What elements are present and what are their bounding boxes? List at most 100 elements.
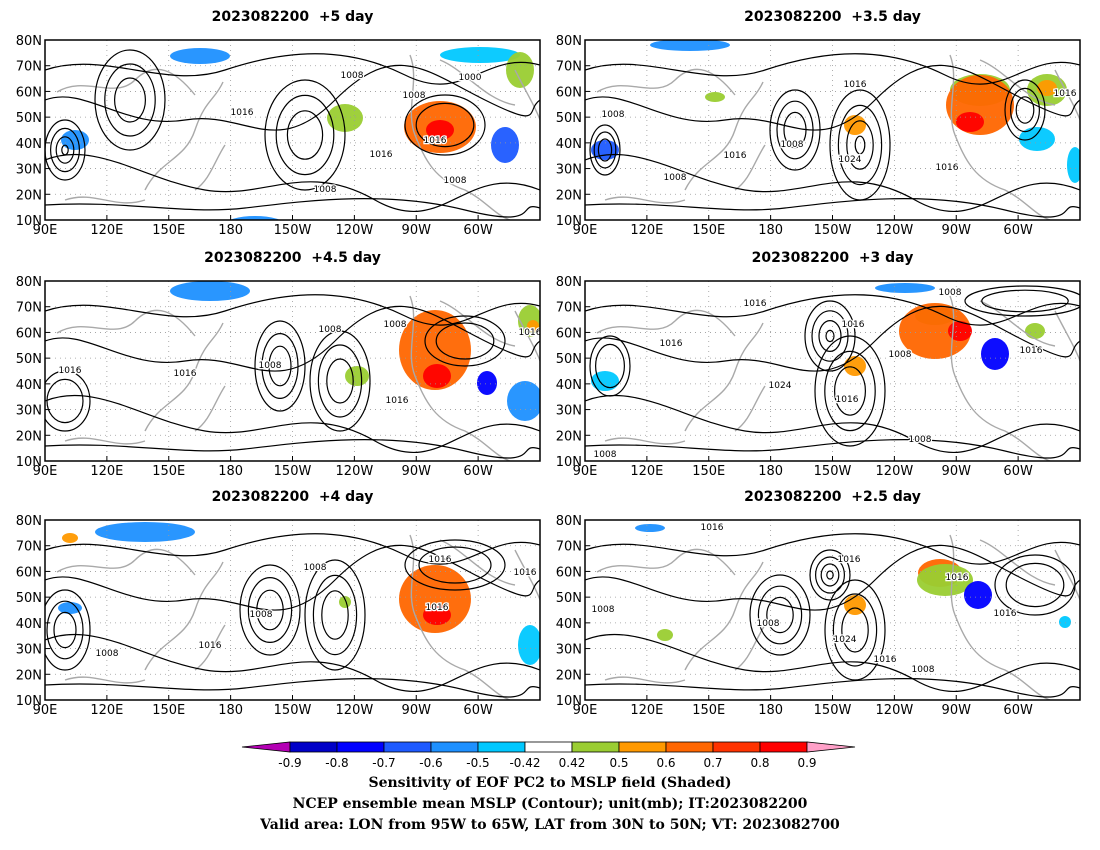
mslp-contour <box>45 533 540 565</box>
colorbar-swatch <box>712 741 761 753</box>
contour-label: 1008 <box>259 361 282 371</box>
sensitivity-shade <box>875 283 935 293</box>
lat-tick-label: 40N <box>556 378 582 393</box>
lat-tick-label: 10N <box>16 694 42 709</box>
mslp-contour <box>45 153 540 212</box>
contour-label: 1016 <box>1054 89 1077 99</box>
lat-tick-label: 70N <box>556 60 582 75</box>
mslp-contour <box>585 294 1080 326</box>
lon-tick-label: 90E <box>573 464 598 479</box>
mslp-contour <box>597 138 613 162</box>
lat-tick-label: 30N <box>16 404 42 419</box>
mslp-contour <box>45 198 540 218</box>
lon-tick-label: 90W <box>402 703 432 718</box>
lat-tick-label: 10N <box>16 455 42 470</box>
lat-tick-label: 60N <box>556 326 582 341</box>
contour-label: 1016 <box>994 609 1017 619</box>
lat-tick-label: 50N <box>16 352 42 367</box>
mslp-contour <box>815 556 846 594</box>
mslp-contour <box>585 153 1080 212</box>
contour-label: 1024 <box>839 155 862 165</box>
mslp-contour <box>834 366 867 416</box>
contour-label: 1008 <box>444 176 467 186</box>
contour-label: 1008 <box>314 185 337 195</box>
lon-tick-label: 180 <box>218 223 243 238</box>
contour-label: 1016 <box>946 573 969 583</box>
lon-tick-label: 120W <box>876 223 914 238</box>
mslp-contour <box>113 77 146 123</box>
colorbar-label: 0.42 <box>559 756 586 770</box>
lat-tick-label: 70N <box>16 301 42 316</box>
mslp-contour <box>55 136 75 164</box>
mslp-contour <box>45 394 540 453</box>
lat-tick-label: 20N <box>16 188 42 203</box>
lon-tick-label: 60W <box>1003 464 1033 479</box>
sensitivity-shade <box>1059 616 1071 628</box>
mslp-contour <box>50 127 80 173</box>
mslp-contour <box>45 64 540 131</box>
contour-label: 1008 <box>594 450 617 460</box>
mslp-contour <box>1010 87 1041 133</box>
lat-tick-label: 30N <box>556 404 582 419</box>
map-panels: 1008 1000 1016 1008 1016 1008 1016 1008 10N 20N 30… <box>16 9 1081 718</box>
lon-tick-label: 120E <box>630 703 663 718</box>
contour-label: 1016 <box>370 150 393 160</box>
mslp-contour <box>94 49 166 151</box>
contour-label: 1016 <box>429 555 452 565</box>
mslp-contour <box>994 554 1076 616</box>
contour-label: 1016 <box>59 366 82 376</box>
contour-label: 1008 <box>781 140 804 150</box>
sensitivity-shade <box>981 338 1009 370</box>
mslp-contour <box>1015 96 1035 124</box>
mslp-contour <box>254 320 306 412</box>
colorbar-label: -0.6 <box>419 756 442 770</box>
contour-label: 1008 <box>664 173 687 183</box>
colorbar-low-arrow <box>241 741 291 753</box>
lon-tick-label: 150W <box>274 464 312 479</box>
sensitivity-shade <box>423 364 451 388</box>
mslp-contour <box>45 589 91 671</box>
mslp-contour <box>1004 79 1046 141</box>
sensitivity-shade <box>477 371 497 395</box>
contour-label: 1016 <box>426 603 449 613</box>
contour-label: 1016 <box>660 339 683 349</box>
lon-tick-label: 90W <box>942 464 972 479</box>
contour-label: 1016 <box>936 163 959 173</box>
colorbar-swatch <box>383 741 432 753</box>
mslp-contour <box>814 335 886 447</box>
contour-label: 1008 <box>96 649 119 659</box>
lat-tick-label: 70N <box>556 301 582 316</box>
lon-tick-label: 90W <box>942 223 972 238</box>
mslp-contour <box>825 329 835 343</box>
lon-tick-label: 180 <box>758 464 783 479</box>
sensitivity-shade <box>1067 147 1080 183</box>
mslp-contour <box>45 544 540 611</box>
lat-tick-label: 80N <box>16 34 42 49</box>
contour-label: 1016 <box>744 299 767 309</box>
sensitivity-shade <box>1019 127 1055 151</box>
lat-tick-label: 80N <box>556 34 582 49</box>
lon-tick-label: 90W <box>402 223 432 238</box>
mslp-contour <box>585 533 1080 565</box>
caption-line-1: Sensitivity of EOF PC2 to MSLP field (Sh… <box>368 775 732 791</box>
coastline <box>596 295 1080 461</box>
sensitivity-shade <box>506 52 534 88</box>
mslp-contour <box>589 335 631 397</box>
contour-label: 1016 <box>842 320 865 330</box>
map-panel: 1016 1016 1016 1008 1008 1024 1016 1016 1008 10N 2… <box>556 489 1081 718</box>
mslp-contour <box>404 94 486 156</box>
sensitivity-shade <box>423 605 451 625</box>
lat-tick-label: 80N <box>556 275 582 290</box>
mslp-contour <box>832 593 878 667</box>
lon-tick-label: 150W <box>814 223 852 238</box>
panel-title: 2023082200 +5 day <box>212 9 374 25</box>
lon-tick-label: 120W <box>336 223 374 238</box>
colorbar-label: 0.7 <box>703 756 722 770</box>
caption-line-2: NCEP ensemble mean MSLP (Contour); unit(… <box>292 796 808 812</box>
sensitivity-shade <box>440 47 520 63</box>
mslp-contour <box>275 94 335 176</box>
mslp-contour <box>585 439 1080 459</box>
mslp-contour <box>824 579 886 681</box>
sensitivity-shade <box>657 629 673 641</box>
mslp-contour <box>585 198 1080 218</box>
